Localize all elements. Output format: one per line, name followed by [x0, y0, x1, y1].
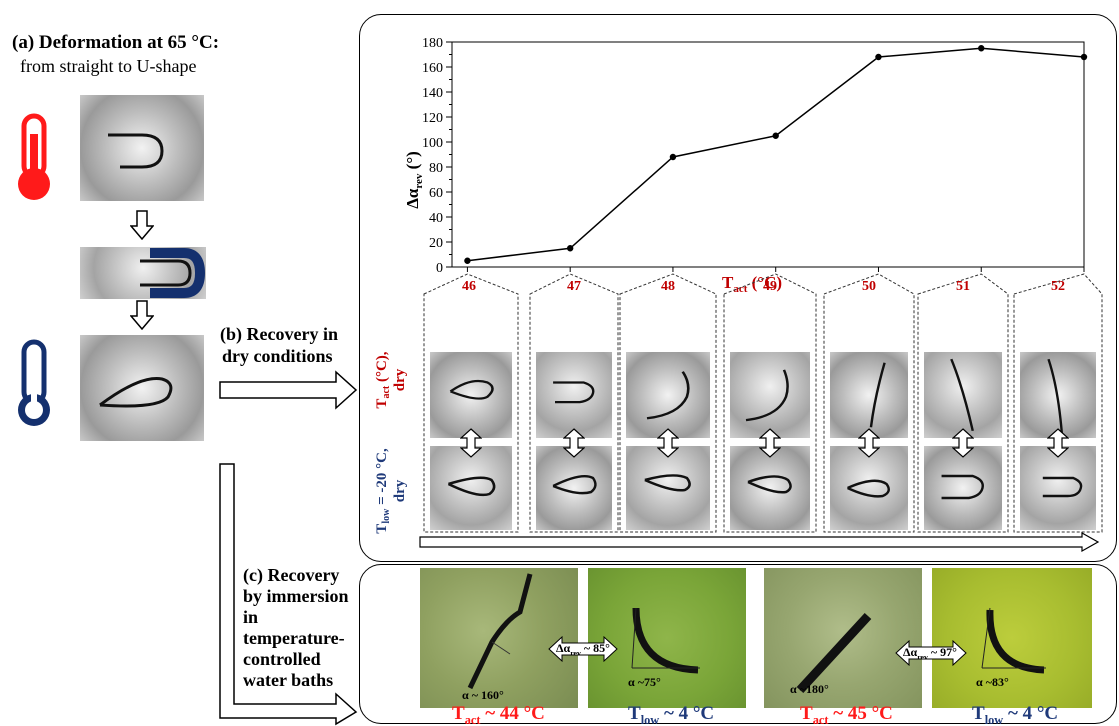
- temperature-label: 49: [763, 279, 777, 294]
- data-point: [978, 45, 985, 52]
- sample-frame: [619, 273, 717, 533]
- y-tick-label: 40: [429, 211, 443, 226]
- photo-low-dry: [626, 446, 710, 530]
- vertical-double-arrow-icon: [759, 428, 781, 458]
- photo-low-dry: [536, 446, 612, 530]
- temperature-label: 50: [862, 279, 876, 294]
- vertical-double-arrow-icon: [952, 428, 974, 458]
- photo-active-dry: [730, 352, 810, 438]
- vertical-double-arrow-icon: [1047, 428, 1069, 458]
- caption-hot-2: Tact ~ 45 °C: [800, 703, 893, 726]
- sample-frame: [1013, 273, 1103, 533]
- sample-frame: [917, 273, 1009, 533]
- data-point: [669, 153, 677, 161]
- photo-low-dry: [1020, 446, 1096, 530]
- photo-active-dry: [924, 352, 1002, 438]
- photo-low-dry: [430, 446, 512, 530]
- sample-frame: [723, 273, 817, 533]
- sample-frame: [529, 273, 619, 533]
- photo-active-dry: [1020, 352, 1096, 438]
- dry-recovery-label-line1: (b) Recovery in: [220, 324, 338, 344]
- y-axis-label: Δαrev (°): [403, 151, 425, 209]
- arrow-to-immersion-recovery: [219, 463, 358, 726]
- thermometer-hot-icon: [18, 113, 50, 200]
- photo-active-dry: [536, 352, 612, 438]
- immersion-photo-hot-1: [420, 568, 578, 708]
- svg-text:Tact (°C),: Tact (°C),: [374, 351, 392, 408]
- temperature-label: 47: [567, 279, 581, 294]
- data-point: [875, 53, 882, 61]
- svg-text:dry: dry: [392, 368, 408, 391]
- chart-plot-area: [451, 41, 1085, 268]
- caption-cold-2: Tlow ~ 4 °C: [972, 703, 1059, 726]
- row-label-active: Tact (°C), dry: [374, 351, 408, 408]
- y-tick-label: 160: [422, 61, 443, 76]
- alpha-label-4: α ~83°: [976, 675, 1009, 689]
- photo-active-dry: [626, 352, 710, 438]
- immersion-recovery-panel: [359, 564, 1117, 724]
- series-line: [467, 47, 1085, 262]
- immersion-recovery-label: (c) Recovery by immersion in temperature…: [243, 565, 349, 690]
- caption-hot-1: Tact ~ 44 °C: [452, 703, 545, 726]
- thermometer-cold-icon: [18, 339, 50, 426]
- caption-cold-1: Tlow ~ 4 °C: [628, 703, 715, 726]
- teardrop-cold-photo: [80, 335, 204, 441]
- svg-text:dry: dry: [392, 479, 408, 502]
- photo-low-dry: [830, 446, 908, 530]
- temperature-label: 51: [956, 279, 970, 294]
- sample-frames: 46 47 48 49 50 51 52: [423, 273, 1103, 533]
- photo-low-dry: [730, 446, 810, 530]
- vertical-double-arrow-icon: [858, 428, 880, 458]
- alpha-label-1: α ~ 160°: [462, 688, 504, 702]
- sequence-arrow: [419, 532, 1100, 552]
- sample-frame: [423, 273, 519, 533]
- temperature-label: 46: [462, 279, 476, 294]
- arrow-to-dry-recovery: [219, 370, 358, 410]
- y-tick-label: 180: [422, 36, 443, 51]
- dry-recovery-label-line2: dry conditions: [222, 346, 333, 366]
- deformation-subtitle: from straight to U-shape: [20, 56, 197, 76]
- svg-text:Tlow = -20 °C,: Tlow = -20 °C,: [374, 448, 392, 534]
- temperature-label: 48: [661, 279, 675, 294]
- y-tick-label: 120: [422, 111, 443, 126]
- down-arrow-icon: [130, 210, 154, 240]
- vertical-double-arrow-icon: [563, 428, 585, 458]
- y-tick-label: 60: [429, 186, 443, 201]
- y-tick-label: 20: [429, 236, 443, 251]
- y-tick-label: 140: [422, 86, 443, 101]
- u-shape-mold-photo: [80, 247, 206, 299]
- y-tick-label: 80: [429, 161, 443, 176]
- photo-active-dry: [830, 352, 908, 438]
- double-arrow-icon: [548, 636, 618, 662]
- alpha-label-3: α ~180°: [790, 682, 829, 696]
- vertical-double-arrow-icon: [460, 428, 482, 458]
- photo-active-dry: [430, 352, 512, 438]
- photo-low-dry: [924, 446, 1002, 530]
- alpha-label-2: α ~75°: [628, 675, 661, 689]
- double-arrow-icon: [895, 640, 967, 666]
- data-point: [566, 245, 574, 252]
- y-tick-label: 100: [422, 136, 443, 151]
- sample-frame: [823, 273, 915, 533]
- immersion-photo-cold-1: [588, 568, 746, 708]
- data-point: [464, 257, 471, 264]
- u-shape-hot-photo: [80, 95, 204, 201]
- deformation-title: (a) Deformation at 65 °C:: [12, 32, 220, 53]
- delta-label-2: Δαrev ~ 97°: [903, 645, 957, 662]
- immersion-photo-hot-2: [764, 568, 922, 708]
- y-tick-label: 0: [436, 261, 443, 276]
- delta-label-1: Δαrev ~ 85°: [556, 641, 610, 658]
- temperature-label: 52: [1051, 279, 1065, 294]
- vertical-double-arrow-icon: [657, 428, 679, 458]
- data-point: [772, 132, 779, 139]
- data-point: [1080, 53, 1088, 61]
- down-arrow-icon: [130, 300, 154, 330]
- dry-recovery-panel: [359, 14, 1117, 562]
- row-label-low: Tlow = -20 °C, dry: [374, 448, 408, 534]
- immersion-photo-cold-2: [932, 568, 1092, 708]
